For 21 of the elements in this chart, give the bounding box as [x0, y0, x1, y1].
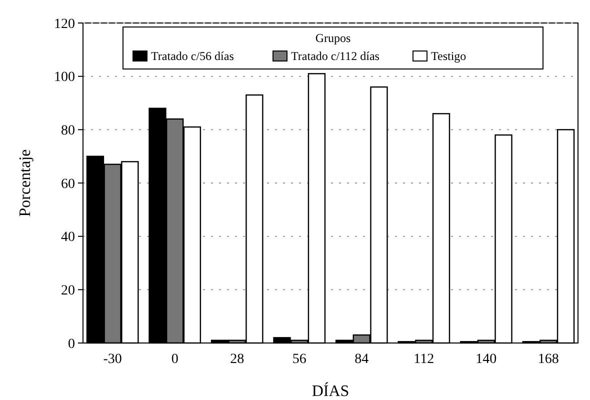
y-tick-label: 100 — [54, 70, 75, 86]
x-tick-label: 112 — [414, 352, 434, 367]
x-tick-label: 0 — [171, 352, 178, 367]
legend-label: Testigo — [431, 49, 466, 63]
y-tick-label: 120 — [54, 16, 75, 32]
y-tick-label: 40 — [61, 230, 75, 246]
y-tick-label: 20 — [61, 284, 75, 299]
x-tick-label: -30 — [103, 352, 122, 367]
x-tick-label: 168 — [538, 352, 559, 367]
x-tick-label: 84 — [354, 352, 369, 367]
x-tick-label: 56 — [292, 352, 306, 367]
legend-title: Grupos — [315, 31, 351, 45]
y-tick-label: 80 — [61, 124, 75, 139]
y-tick-label: 60 — [61, 176, 75, 192]
legend-label: Tratado c/112 días — [291, 49, 380, 63]
x-tick-label: 140 — [476, 352, 497, 367]
y-axis-title: Porcentaje — [17, 149, 34, 217]
x-tick-label: 28 — [230, 352, 244, 367]
y-tick-label: 0 — [68, 336, 75, 352]
x-axis-title: DÍAS — [312, 382, 350, 400]
legend-label: Tratado c/56 días — [151, 49, 234, 63]
